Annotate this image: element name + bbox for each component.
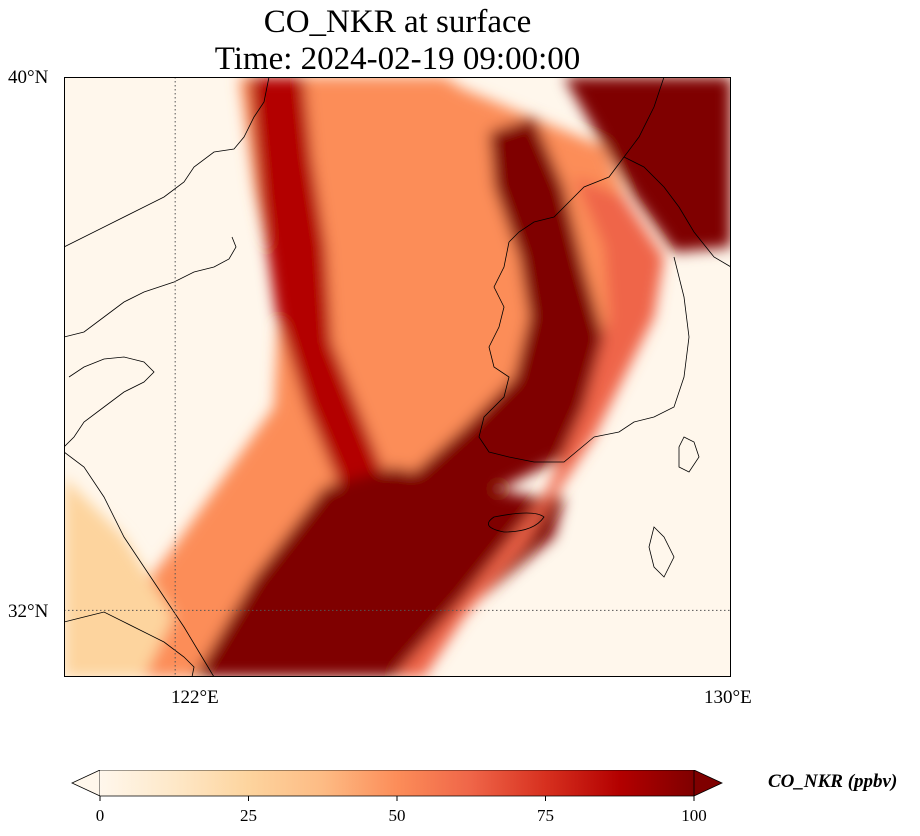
gridlines [64, 77, 731, 677]
colorbar-gradient [100, 770, 694, 796]
coast-china-north [64, 77, 270, 248]
coast-peninsula-west [478, 241, 595, 463]
plume-arm-east [414, 117, 604, 497]
lat-tick-label-32: 32°N [8, 601, 49, 622]
coast-island-east2 [648, 526, 675, 578]
colorbar-label: CO_NKR (ppbv) [768, 771, 898, 792]
coast-korea-east [623, 156, 731, 268]
coast-peninsula-east [593, 256, 690, 438]
colorbar-tick-label: 0 [96, 806, 105, 825]
map-title-line2: Time: 2024-02-19 09:00:00 [214, 41, 581, 77]
map-title-line1: CO_NKR at surface [263, 4, 532, 40]
plume-arm-west [249, 77, 386, 497]
colorbar-tick-label: 50 [389, 806, 406, 825]
plume-fringe-east [394, 177, 664, 677]
coast-china-south [64, 356, 155, 448]
coast-china-main [64, 236, 237, 338]
lat-tick-label-40: 40°N [8, 67, 49, 88]
lon-tick-label-122: 122°E [171, 687, 219, 708]
plume-northeast [564, 77, 731, 252]
colorbar-tick-label: 75 [537, 806, 554, 825]
colorbar-extend-high [693, 770, 723, 797]
colorbar: 0 25 50 75 100 [71, 770, 723, 825]
concentration-field [64, 77, 731, 677]
coast-korea-west [508, 77, 665, 243]
map-canvas [64, 77, 731, 677]
coast-island-south [487, 512, 545, 533]
colorbar-tick-label: 25 [240, 806, 257, 825]
map-border [64, 77, 731, 677]
coast-yangtze-delta [64, 611, 195, 677]
coast-island-east1 [678, 436, 700, 473]
colorbar-ticks: 0 25 50 75 100 [96, 796, 707, 825]
plume-arm-east-core [334, 77, 524, 452]
map-panel [64, 77, 731, 677]
coastlines [64, 77, 731, 677]
plume-south-mass [194, 467, 564, 677]
colorbar-tick-label: 100 [681, 806, 707, 825]
colorbar-extend-low [71, 770, 101, 797]
plume-tongue-west [64, 477, 174, 677]
coast-china-east [64, 451, 215, 677]
lon-tick-label-130: 130°E [704, 687, 752, 708]
